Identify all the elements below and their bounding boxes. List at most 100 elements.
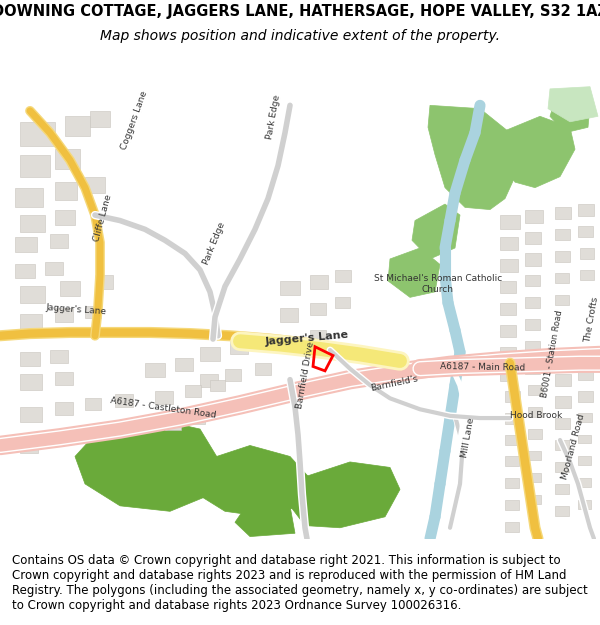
Bar (20, 374, 42, 389)
Bar (555, 440, 569, 450)
Text: Cliffe Lane: Cliffe Lane (92, 193, 113, 242)
Bar (55, 402, 73, 415)
Bar (15, 188, 43, 208)
Bar (525, 319, 540, 330)
Bar (500, 325, 516, 337)
Bar (310, 276, 328, 289)
Bar (20, 155, 50, 177)
Bar (280, 336, 298, 349)
Polygon shape (550, 94, 590, 132)
Bar (15, 237, 37, 252)
Bar (528, 451, 541, 460)
Bar (95, 276, 113, 289)
Bar (500, 237, 518, 250)
Polygon shape (500, 116, 575, 188)
Bar (578, 391, 593, 402)
Text: Barnfield’s: Barnfield’s (370, 374, 419, 392)
Bar (335, 270, 351, 282)
Bar (500, 259, 518, 272)
Bar (85, 398, 101, 411)
Text: Park Edge: Park Edge (202, 221, 227, 266)
Polygon shape (75, 418, 220, 511)
Bar (525, 298, 540, 308)
Bar (175, 357, 193, 371)
Text: A6187 - Castleton Road: A6187 - Castleton Road (110, 396, 217, 420)
Bar (525, 254, 541, 266)
Bar (310, 330, 326, 342)
Text: Mill Lane: Mill Lane (460, 417, 476, 459)
Bar (555, 462, 569, 472)
Bar (20, 352, 40, 366)
Bar (225, 369, 241, 381)
Bar (500, 215, 520, 229)
Bar (505, 501, 519, 510)
Bar (280, 281, 300, 295)
Bar (90, 111, 110, 128)
Bar (555, 418, 570, 429)
Bar (190, 412, 205, 424)
Bar (578, 434, 591, 443)
Bar (525, 209, 543, 222)
Bar (50, 234, 68, 248)
Text: Map shows position and indicative extent of the property.: Map shows position and indicative extent… (100, 29, 500, 43)
Bar (580, 248, 594, 259)
Bar (500, 369, 516, 381)
Bar (500, 347, 516, 359)
Bar (528, 429, 542, 439)
Bar (155, 391, 173, 404)
Bar (578, 501, 591, 509)
Bar (555, 273, 569, 283)
Bar (528, 407, 542, 417)
Bar (20, 440, 38, 453)
Bar (45, 262, 63, 276)
Bar (525, 341, 540, 352)
Bar (55, 372, 73, 385)
Bar (525, 231, 541, 244)
Text: Coggers Lane: Coggers Lane (120, 90, 149, 151)
Bar (115, 394, 133, 407)
Bar (20, 215, 45, 231)
Text: Contains OS data © Crown copyright and database right 2021. This information is : Contains OS data © Crown copyright and d… (12, 554, 588, 612)
Text: St Michael's Roman Catholic
Church: St Michael's Roman Catholic Church (374, 274, 502, 294)
Bar (578, 226, 593, 237)
Polygon shape (388, 248, 440, 298)
Bar (505, 412, 520, 424)
Bar (578, 204, 594, 216)
Bar (505, 522, 519, 532)
Bar (310, 303, 326, 315)
Bar (55, 182, 77, 200)
Polygon shape (235, 501, 295, 536)
Bar (185, 385, 201, 398)
Bar (200, 347, 220, 361)
Bar (578, 412, 592, 422)
Text: The Crofts: The Crofts (583, 296, 600, 343)
Text: Hood Brook: Hood Brook (510, 411, 562, 420)
Bar (555, 484, 569, 494)
Text: B6001 - Station Road: B6001 - Station Road (540, 309, 564, 398)
Bar (555, 396, 571, 408)
Bar (555, 208, 571, 219)
Bar (60, 281, 80, 296)
Bar (85, 306, 101, 318)
Bar (528, 385, 542, 395)
Bar (230, 341, 248, 354)
Bar (20, 314, 42, 329)
Bar (500, 281, 516, 293)
Bar (500, 303, 516, 315)
Bar (145, 363, 165, 378)
Bar (50, 350, 68, 363)
Bar (505, 456, 519, 466)
Bar (85, 177, 105, 193)
Bar (15, 264, 35, 278)
Bar (525, 363, 540, 374)
Bar (20, 286, 45, 303)
Bar (555, 251, 570, 262)
Bar (255, 363, 271, 375)
Bar (580, 270, 594, 280)
Bar (55, 308, 73, 321)
Bar (255, 336, 271, 348)
Bar (528, 495, 541, 504)
Bar (165, 418, 181, 430)
Bar (210, 379, 225, 391)
Bar (555, 374, 571, 386)
